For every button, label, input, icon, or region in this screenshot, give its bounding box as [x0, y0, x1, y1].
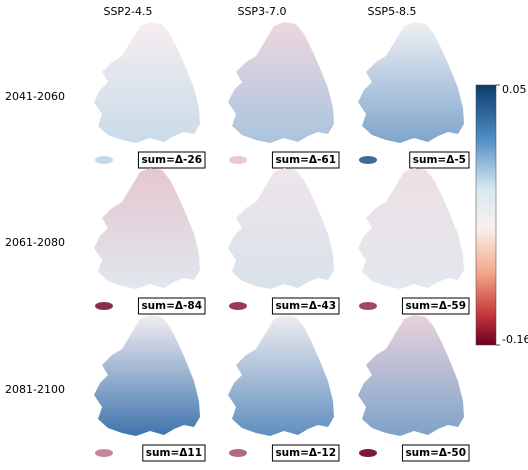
- sum-box: [401, 297, 470, 315]
- map: [228, 315, 334, 436]
- sum-box: [271, 444, 340, 462]
- row-label: 2061-2080: [5, 236, 65, 249]
- sum-box: [401, 444, 470, 462]
- sum-label: sum=Δ-12: [275, 447, 336, 459]
- map: [228, 22, 334, 143]
- jeju-island: [95, 449, 113, 457]
- jeju-island: [95, 302, 113, 310]
- sum-box: [142, 444, 206, 462]
- sum-label: sum=Δ-59: [405, 300, 466, 312]
- sum-box: [271, 151, 340, 169]
- sum-label: sum=Δ-26: [141, 154, 202, 166]
- sum-label: sum=Δ-5: [413, 154, 466, 166]
- row-label: 2081-2100: [5, 383, 65, 396]
- jeju-island: [229, 449, 247, 457]
- sum-box: [137, 151, 206, 169]
- column-header: SSP3-7.0: [237, 5, 286, 18]
- colorbar-tick-label: 0.05: [502, 83, 527, 96]
- column-header: SSP2-4.5: [103, 5, 152, 18]
- row-label: 2041-2060: [5, 90, 65, 103]
- sum-box: [409, 151, 470, 169]
- jeju-island: [229, 302, 247, 310]
- sum-label: sum=Δ11: [146, 447, 202, 459]
- sum-label: sum=Δ-50: [405, 447, 466, 459]
- sum-box: [137, 297, 206, 315]
- map: [358, 168, 464, 289]
- column-header: SSP5-8.5: [367, 5, 416, 18]
- sum-label: sum=Δ-84: [141, 300, 202, 312]
- map: [358, 315, 464, 436]
- sum-box: [271, 297, 340, 315]
- sum-label: sum=Δ-43: [275, 300, 336, 312]
- map: [358, 22, 464, 143]
- colorbar: [475, 84, 497, 346]
- colorbar-tick-label: -0.16: [502, 333, 528, 346]
- jeju-island: [229, 156, 247, 164]
- jeju-island: [359, 156, 377, 164]
- jeju-island: [359, 449, 377, 457]
- jeju-island: [359, 302, 377, 310]
- jeju-island: [95, 156, 113, 164]
- map: [94, 22, 200, 143]
- map: [94, 315, 200, 436]
- sum-label: sum=Δ-61: [275, 154, 336, 166]
- map: [94, 168, 200, 289]
- map: [228, 168, 334, 289]
